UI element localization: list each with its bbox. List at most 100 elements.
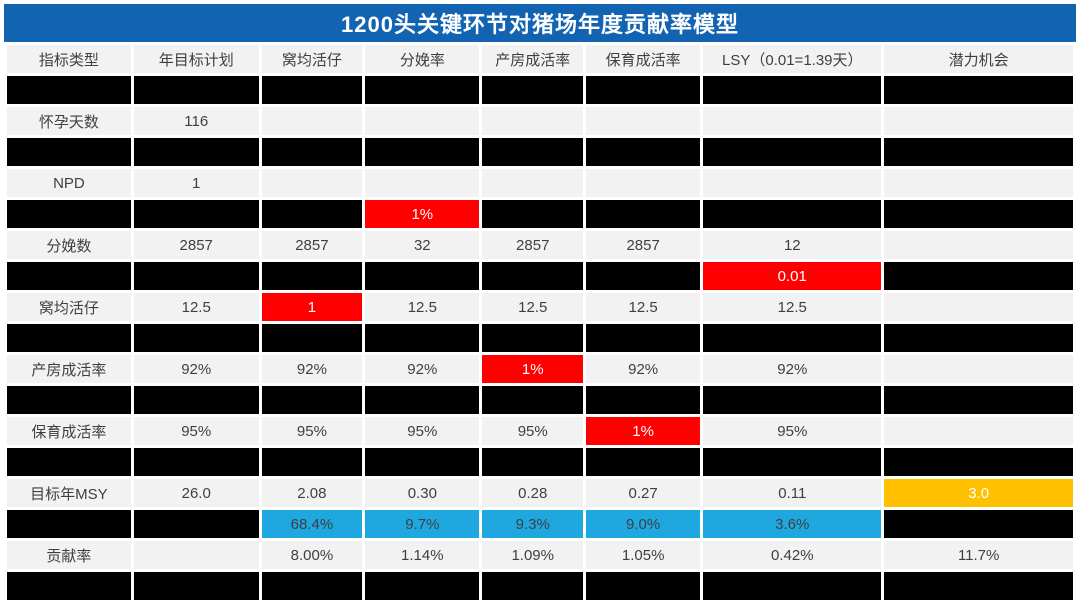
masked-row-1--born-alive-per-litter-cell[interactable]: [261, 76, 363, 104]
masked-row-8--lsy-cell[interactable]: [703, 572, 882, 600]
masked-row-7--potential-opportunity-cell[interactable]: [884, 448, 1073, 476]
row-target-msy--farrowing-house-survival-cell[interactable]: 0.28: [482, 479, 584, 507]
masked-row-5--nursery-survival-cell[interactable]: [586, 324, 701, 352]
masked-row-5--potential-opportunity-cell[interactable]: [884, 324, 1073, 352]
col-header-born-alive-per-litter[interactable]: 窝均活仔: [261, 45, 363, 73]
row-npd--potential-opportunity-cell[interactable]: [884, 169, 1073, 197]
row-contribution-rate--potential-opportunity-cell[interactable]: 11.7%: [884, 541, 1073, 569]
masked-row-4-lsy-delta--indicator-type-cell[interactable]: [7, 262, 131, 290]
row-contribution-rate--lsy-cell[interactable]: 0.42%: [703, 541, 882, 569]
row-nursery-survival--annual-target-plan-cell[interactable]: 95%: [133, 417, 259, 445]
masked-row-8--potential-opportunity-cell[interactable]: [884, 572, 1073, 600]
masked-row-6--nursery-survival-cell[interactable]: [586, 386, 701, 414]
masked-row-5--farrowing-rate-cell[interactable]: [365, 324, 480, 352]
row-impact-share--potential-opportunity-cell[interactable]: [884, 510, 1073, 538]
masked-row-1--nursery-survival-cell[interactable]: [586, 76, 701, 104]
row-pregnancy-days--lsy-cell[interactable]: [703, 107, 882, 135]
row-farrowing-house-survival--potential-opportunity-cell[interactable]: [884, 355, 1073, 383]
masked-row-5--annual-target-plan-cell[interactable]: [133, 324, 259, 352]
masked-row-3-farrowing-rate-delta--born-alive-per-litter-cell[interactable]: [261, 200, 363, 228]
row-npd--nursery-survival-cell[interactable]: [586, 169, 701, 197]
row-npd--annual-target-plan-cell[interactable]: 1: [133, 169, 259, 197]
masked-row-4-lsy-delta--nursery-survival-cell[interactable]: [586, 262, 701, 290]
masked-row-2--born-alive-per-litter-cell[interactable]: [261, 138, 363, 166]
col-header-potential-opportunity[interactable]: 潜力机会: [884, 45, 1073, 73]
masked-row-2--indicator-type-cell[interactable]: [7, 138, 131, 166]
row-npd--lsy-cell[interactable]: [703, 169, 882, 197]
masked-row-6--farrowing-rate-cell[interactable]: [365, 386, 480, 414]
row-target-msy--lsy-cell[interactable]: 0.11: [703, 479, 882, 507]
row-contribution-rate--annual-target-plan-cell[interactable]: [133, 541, 259, 569]
row-farrowings--born-alive-per-litter-cell[interactable]: 2857: [261, 231, 363, 259]
row-nursery-survival--farrowing-rate-cell[interactable]: 95%: [365, 417, 480, 445]
row-farrowings--lsy-cell[interactable]: 12: [703, 231, 882, 259]
masked-row-8--farrowing-house-survival-cell[interactable]: [482, 572, 584, 600]
row-contribution-rate--born-alive-per-litter-cell[interactable]: 8.00%: [261, 541, 363, 569]
masked-row-6--farrowing-house-survival-cell[interactable]: [482, 386, 584, 414]
row-farrowing-house-survival--annual-target-plan-cell[interactable]: 92%: [133, 355, 259, 383]
col-header-lsy[interactable]: LSY（0.01=1.39天）: [703, 45, 882, 73]
masked-row-1--indicator-type-cell[interactable]: [7, 76, 131, 104]
masked-row-6--potential-opportunity-cell[interactable]: [884, 386, 1073, 414]
row-farrowings--indicator-type-cell[interactable]: 分娩数: [7, 231, 131, 259]
masked-row-4-lsy-delta--born-alive-per-litter-cell[interactable]: [261, 262, 363, 290]
masked-row-7--farrowing-rate-cell[interactable]: [365, 448, 480, 476]
row-farrowing-house-survival--nursery-survival-cell[interactable]: 92%: [586, 355, 701, 383]
row-impact-share--lsy-cell[interactable]: 3.6%: [703, 510, 882, 538]
row-contribution-rate--farrowing-rate-cell[interactable]: 1.14%: [365, 541, 480, 569]
masked-row-6--annual-target-plan-cell[interactable]: [133, 386, 259, 414]
row-nursery-survival--potential-opportunity-cell[interactable]: [884, 417, 1073, 445]
masked-row-8--nursery-survival-cell[interactable]: [586, 572, 701, 600]
masked-row-4-lsy-delta--annual-target-plan-cell[interactable]: [133, 262, 259, 290]
row-born-alive-per-litter--annual-target-plan-cell[interactable]: 12.5: [133, 293, 259, 321]
masked-row-3-farrowing-rate-delta--nursery-survival-cell[interactable]: [586, 200, 701, 228]
row-farrowing-house-survival--indicator-type-cell[interactable]: 产房成活率: [7, 355, 131, 383]
row-pregnancy-days--annual-target-plan-cell[interactable]: 116: [133, 107, 259, 135]
masked-row-4-lsy-delta--farrowing-house-survival-cell[interactable]: [482, 262, 584, 290]
masked-row-3-farrowing-rate-delta--potential-opportunity-cell[interactable]: [884, 200, 1073, 228]
masked-row-2--farrowing-house-survival-cell[interactable]: [482, 138, 584, 166]
col-header-indicator-type[interactable]: 指标类型: [7, 45, 131, 73]
row-farrowings--nursery-survival-cell[interactable]: 2857: [586, 231, 701, 259]
masked-row-7--lsy-cell[interactable]: [703, 448, 882, 476]
row-born-alive-per-litter--potential-opportunity-cell[interactable]: [884, 293, 1073, 321]
row-born-alive-per-litter--farrowing-house-survival-cell[interactable]: 12.5: [482, 293, 584, 321]
masked-row-2--lsy-cell[interactable]: [703, 138, 882, 166]
row-farrowing-house-survival--born-alive-per-litter-cell[interactable]: 92%: [261, 355, 363, 383]
row-nursery-survival--born-alive-per-litter-cell[interactable]: 95%: [261, 417, 363, 445]
masked-row-5--lsy-cell[interactable]: [703, 324, 882, 352]
row-target-msy--annual-target-plan-cell[interactable]: 26.0: [133, 479, 259, 507]
masked-row-3-farrowing-rate-delta--lsy-cell[interactable]: [703, 200, 882, 228]
row-impact-share--nursery-survival-cell[interactable]: 9.0%: [586, 510, 701, 538]
row-farrowings--potential-opportunity-cell[interactable]: [884, 231, 1073, 259]
row-target-msy--farrowing-rate-cell[interactable]: 0.30: [365, 479, 480, 507]
masked-row-1--annual-target-plan-cell[interactable]: [133, 76, 259, 104]
row-target-msy--potential-opportunity-cell[interactable]: 3.0: [884, 479, 1073, 507]
row-farrowings--farrowing-rate-cell[interactable]: 32: [365, 231, 480, 259]
row-impact-share--annual-target-plan-cell[interactable]: [133, 510, 259, 538]
row-pregnancy-days--farrowing-house-survival-cell[interactable]: [482, 107, 584, 135]
masked-row-2--farrowing-rate-cell[interactable]: [365, 138, 480, 166]
row-pregnancy-days--nursery-survival-cell[interactable]: [586, 107, 701, 135]
masked-row-2--nursery-survival-cell[interactable]: [586, 138, 701, 166]
row-pregnancy-days--indicator-type-cell[interactable]: 怀孕天数: [7, 107, 131, 135]
masked-row-2--potential-opportunity-cell[interactable]: [884, 138, 1073, 166]
masked-row-8--farrowing-rate-cell[interactable]: [365, 572, 480, 600]
row-contribution-rate--indicator-type-cell[interactable]: 贡献率: [7, 541, 131, 569]
masked-row-3-farrowing-rate-delta--indicator-type-cell[interactable]: [7, 200, 131, 228]
row-pregnancy-days--farrowing-rate-cell[interactable]: [365, 107, 480, 135]
col-header-farrowing-house-survival[interactable]: 产房成活率: [482, 45, 584, 73]
row-farrowings--farrowing-house-survival-cell[interactable]: 2857: [482, 231, 584, 259]
row-pregnancy-days--potential-opportunity-cell[interactable]: [884, 107, 1073, 135]
masked-row-1--lsy-cell[interactable]: [703, 76, 882, 104]
row-farrowing-house-survival--farrowing-rate-cell[interactable]: 92%: [365, 355, 480, 383]
masked-row-6--lsy-cell[interactable]: [703, 386, 882, 414]
row-nursery-survival--nursery-survival-cell[interactable]: 1%: [586, 417, 701, 445]
masked-row-5--farrowing-house-survival-cell[interactable]: [482, 324, 584, 352]
masked-row-4-lsy-delta--lsy-cell[interactable]: 0.01: [703, 262, 882, 290]
table-title[interactable]: 1200头关键环节对猪场年度贡献率模型: [4, 4, 1076, 42]
masked-row-7--farrowing-house-survival-cell[interactable]: [482, 448, 584, 476]
masked-row-5--born-alive-per-litter-cell[interactable]: [261, 324, 363, 352]
masked-row-5--indicator-type-cell[interactable]: [7, 324, 131, 352]
row-target-msy--indicator-type-cell[interactable]: 目标年MSY: [7, 479, 131, 507]
